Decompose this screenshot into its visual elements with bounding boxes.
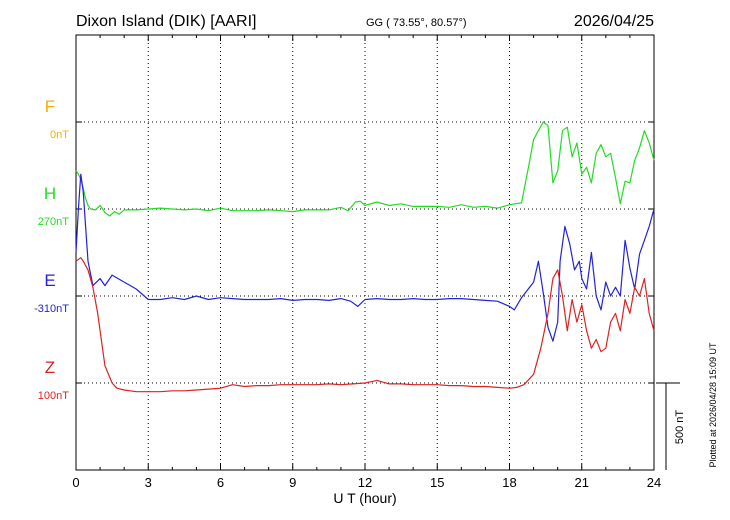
x-tick-label: 21 [575,475,589,490]
series-labels: F 0nT H 270nT E -310nT Z 100nT [34,97,69,402]
scale-bar: 500 nT [656,382,686,470]
x-tick-label: 9 [289,475,296,490]
series-line-h [75,121,655,217]
date-label: 2026/04/25 [574,13,654,30]
series-name-h: H [44,184,56,203]
series-name-z: Z [45,358,55,377]
series-lines [75,121,655,393]
series-line-z [75,257,655,393]
plotted-timestamp: Plotted at 2026/04/28 15:09 UT [708,342,718,468]
plot-frame [75,34,655,471]
series-name-e: E [44,271,55,290]
x-tick-label: 24 [647,475,661,490]
x-tick-label: 3 [145,475,152,490]
grid [76,35,654,470]
scale-bar-label: 500 nT [674,410,686,445]
series-baseline-h: 270nT [38,216,69,228]
series-line-e [75,173,655,342]
series-baseline-e: -310nT [34,303,69,315]
x-tick-label: 18 [502,475,516,490]
x-tick-label: 15 [430,475,444,490]
x-axis-label: U T (hour) [333,490,396,506]
x-tick-label: 12 [358,475,372,490]
x-tick-label: 0 [72,475,79,490]
station-title: Dixon Island (DIK) [AARI] [76,13,257,30]
coordinates-label: GG ( 73.55°, 80.57°) [366,17,467,29]
x-axis-ticks: 0 3 6 9 12 15 18 21 24 [72,35,661,490]
series-baseline-f: 0nT [50,129,69,141]
series-name-f: F [45,97,55,116]
x-tick-label: 6 [217,475,224,490]
series-baseline-z: 100nT [38,390,69,402]
